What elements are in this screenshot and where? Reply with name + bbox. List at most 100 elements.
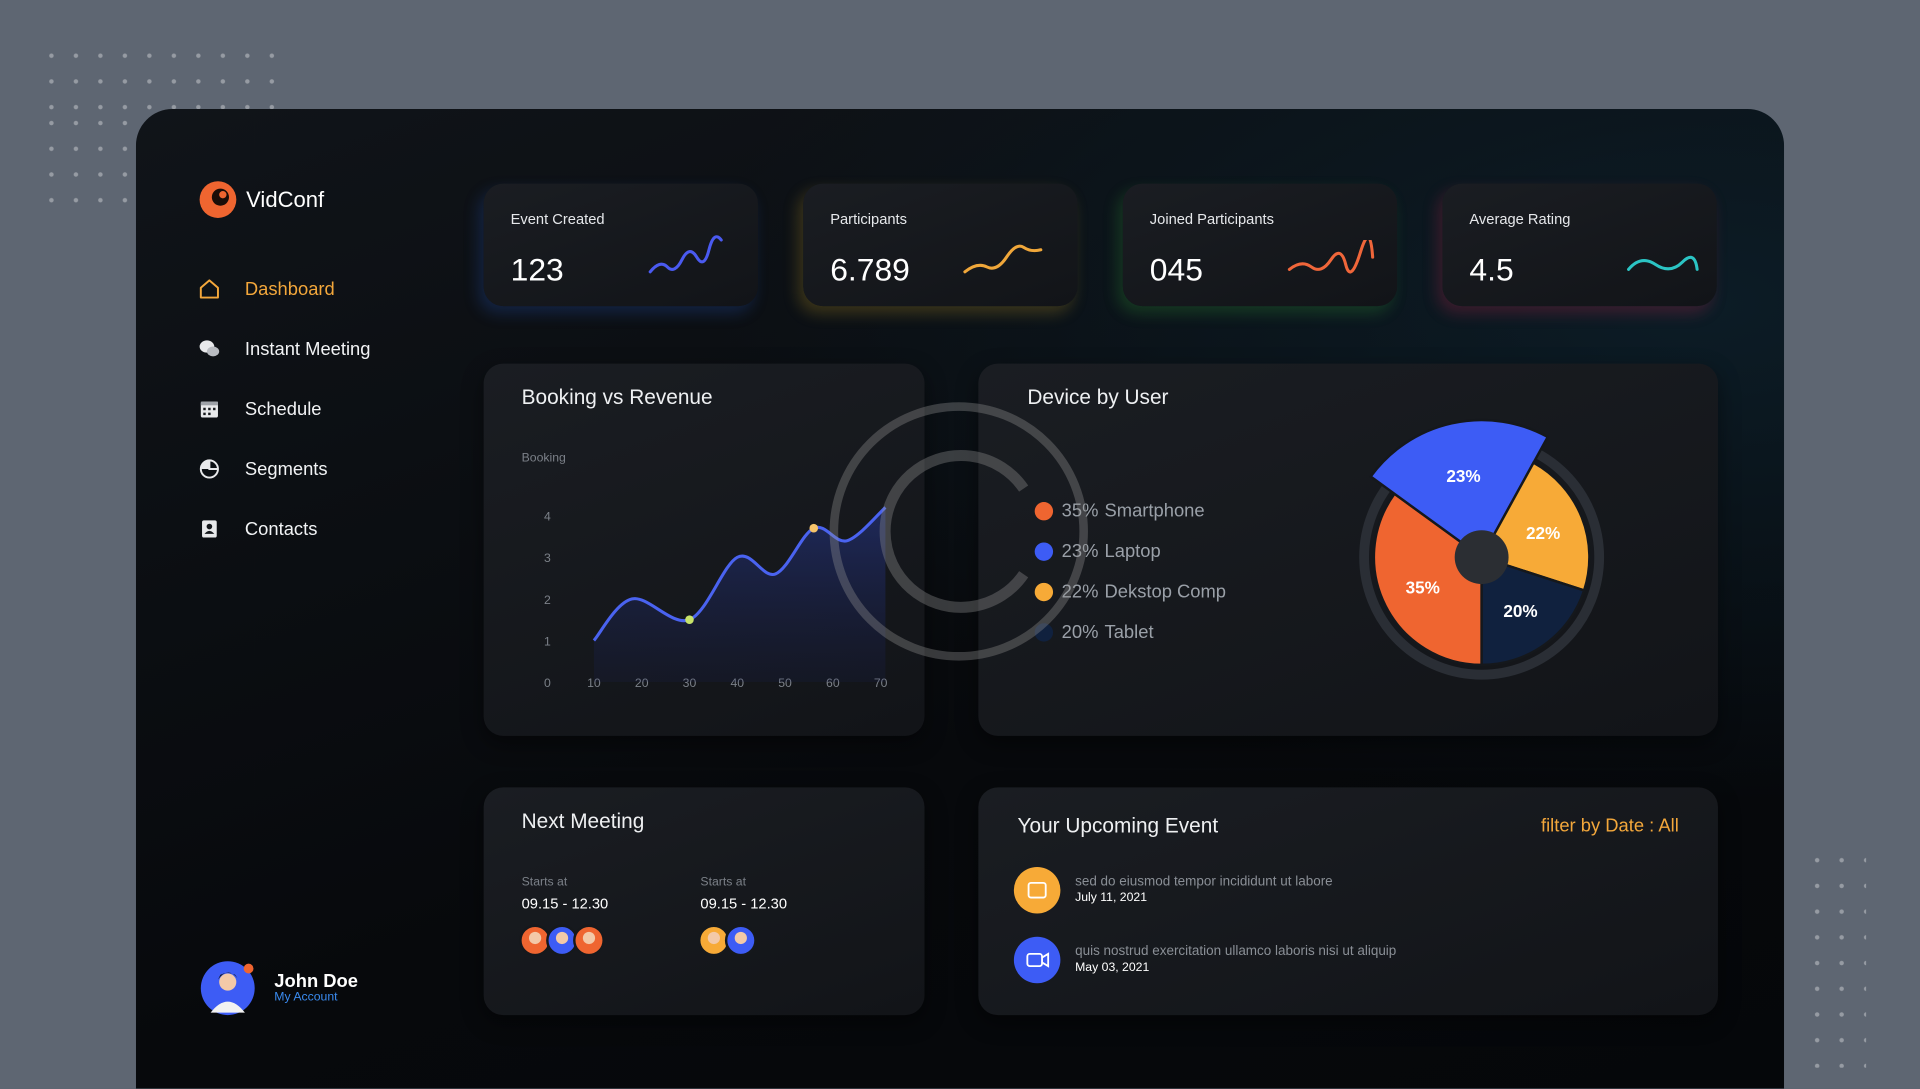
highlight-point (685, 615, 694, 624)
y-tick-label: 3 (544, 551, 551, 565)
stat-card: Joined Participants 045 (1122, 183, 1398, 307)
legend-label: Tablet (1104, 622, 1154, 643)
legend-item: 23% Laptop (1034, 541, 1161, 563)
card-title: Next Meeting (521, 809, 645, 833)
pie-chart: 35% 23% 22% 20% (1359, 418, 1605, 680)
nav-item[interactable]: Contacts (198, 514, 317, 543)
y-axis-label: Booking (522, 451, 566, 465)
pie-hole (1454, 530, 1509, 585)
stat-label: Average Rating (1469, 210, 1571, 228)
pie-slice (1368, 418, 1550, 559)
y-tick-label: 1 (544, 634, 551, 648)
dot-pattern (39, 110, 138, 221)
meeting-time: 09.15 - 12.30 (521, 895, 609, 913)
participant-avatars (519, 924, 605, 957)
stat-card: Participants 6.789 (803, 183, 1078, 307)
booking-card: Booking vs Revenue Booking 0 1 2 3 4 10 20 30 40… (483, 363, 925, 736)
event-date: May 03, 2021 (1075, 961, 1150, 975)
legend-label: Smartphone (1104, 500, 1205, 522)
legend-label: Laptop (1104, 541, 1161, 563)
pie-slice (1479, 461, 1591, 592)
legend-value: 23% (1061, 541, 1099, 563)
stage: VidConf Dashboard Instant Meeting Schedu… (39, 42, 1867, 1089)
stat-label: Event Created (510, 210, 605, 228)
stat-value: 4.5 (1469, 251, 1514, 288)
slice-label: 20% (1503, 601, 1537, 621)
legend-swatch (1034, 582, 1054, 602)
participant-avatars (697, 924, 757, 957)
stat-label: Participants (830, 210, 907, 228)
device-card: Device by User 35% Smartphone 23% Laptop 22%… (978, 363, 1718, 736)
y-tick-label: 4 (544, 510, 551, 524)
event-date: July 11, 2021 (1075, 891, 1148, 905)
nav-icon (199, 279, 219, 299)
nav-label: Instant Meeting (244, 338, 371, 360)
nav-icon (202, 520, 217, 538)
event-icon (1013, 866, 1061, 914)
card-title: Device by User (1027, 385, 1169, 409)
event-text: sed do eiusmod tempor incididunt ut labo… (1075, 874, 1333, 889)
highlight-point (809, 523, 819, 533)
line-area (593, 507, 886, 683)
y-tick-label: 0 (544, 676, 551, 690)
legend-item: 20% Tablet (1034, 622, 1154, 643)
nav-label: Dashboard (244, 278, 335, 300)
meeting-time: 09.15 - 12.30 (700, 895, 788, 913)
legend-swatch (1034, 542, 1054, 561)
legend-value: 20% (1061, 622, 1099, 643)
upcoming-card: Your Upcoming Event filter by Date : All… (978, 787, 1718, 1016)
sparkline (963, 244, 1043, 274)
nav-label: Schedule (244, 398, 322, 420)
y-tick-label: 2 (544, 593, 551, 607)
user-name: John Doe (274, 971, 358, 992)
legend-value: 22% (1061, 581, 1099, 603)
page: VidConf Dashboard Instant Meeting Schedu… (39, 42, 1867, 1089)
nav-icon (199, 459, 219, 479)
legend-label: Dekstop Comp (1104, 581, 1227, 603)
legend-swatch (1034, 502, 1054, 521)
nav-label: Segments (244, 458, 328, 480)
stat-value: 045 (1149, 251, 1203, 288)
logo-icon (199, 181, 237, 218)
card-title: Booking vs Revenue (521, 385, 713, 409)
app-name: VidConf (246, 187, 325, 212)
sparkline (1287, 240, 1375, 274)
nav-label: Contacts (244, 518, 318, 540)
meeting-label: Starts at (521, 875, 568, 889)
watermark (829, 402, 1088, 661)
event-icon (1013, 936, 1061, 984)
slice-label: 22% (1526, 523, 1560, 543)
nav-icon (199, 340, 220, 357)
nav-item[interactable]: Instant Meeting (198, 334, 370, 363)
pie-slice (1480, 555, 1586, 667)
meeting-label: Starts at (700, 875, 747, 889)
slice-label: 23% (1446, 466, 1480, 486)
pie-slice (1372, 492, 1483, 667)
nav-item[interactable]: Schedule (198, 394, 322, 423)
dot-pattern (1804, 847, 1867, 1068)
card-title: Your Upcoming Event (1017, 814, 1219, 838)
slice-label: 35% (1406, 577, 1440, 597)
stat-value: 123 (510, 251, 564, 288)
stat-card: Event Created 123 (483, 183, 758, 307)
legend-swatch (1034, 623, 1054, 642)
legend-value: 35% (1061, 500, 1099, 522)
event-text: quis nostrud exercitation ullamco labori… (1075, 944, 1397, 959)
nav-item[interactable]: Segments (198, 454, 328, 483)
dot-pattern (39, 42, 291, 111)
legend-item: 22% Dekstop Comp (1034, 581, 1227, 603)
nav-icon (200, 401, 218, 418)
stat-value: 6.789 (830, 251, 910, 288)
sparkline (648, 235, 723, 274)
meeting-card: Next Meeting Starts at 09.15 - 12.30 Sta… (483, 787, 925, 1016)
user-avatar[interactable] (198, 959, 259, 1020)
filter-link[interactable]: filter by Date : All (1540, 815, 1679, 837)
sparkline (1627, 255, 1699, 271)
nav-item[interactable]: Dashboard (198, 274, 335, 303)
stat-card: Average Rating 4.5 (1442, 183, 1717, 307)
legend-item: 35% Smartphone (1034, 500, 1205, 522)
line (592, 506, 887, 642)
stat-label: Joined Participants (1149, 210, 1274, 228)
user-subtitle[interactable]: My Account (274, 990, 338, 1005)
